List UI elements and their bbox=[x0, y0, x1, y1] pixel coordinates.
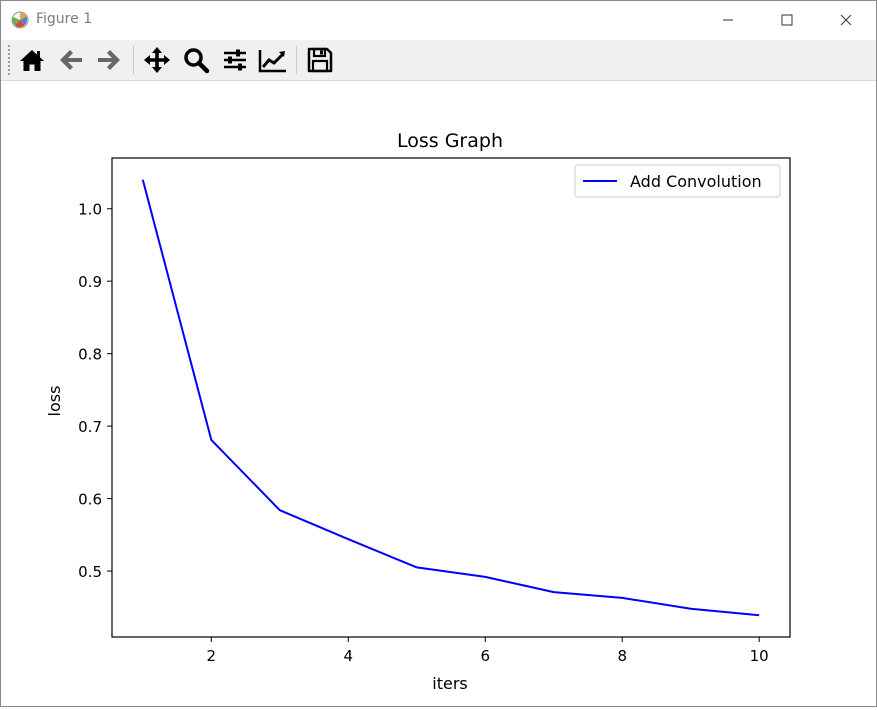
legend-frame bbox=[574, 164, 781, 198]
minimize-icon bbox=[723, 19, 733, 21]
axes bbox=[111, 157, 791, 638]
arrow-left-icon bbox=[60, 50, 82, 70]
matplotlib-logo-icon bbox=[11, 11, 29, 29]
legend-label: Add Convolution bbox=[630, 172, 762, 191]
y-axis-label: loss bbox=[45, 386, 64, 417]
y-tick-label: 0.7 bbox=[78, 418, 102, 436]
toolbar-separator bbox=[133, 46, 134, 74]
magnifier-icon bbox=[184, 48, 210, 74]
configure-subplots-button[interactable] bbox=[218, 43, 252, 77]
edit-axis-button[interactable] bbox=[256, 43, 290, 77]
title-bar: Figure 1 bbox=[1, 1, 876, 39]
sliders-icon bbox=[224, 49, 246, 71]
minimize-button[interactable] bbox=[699, 1, 757, 39]
window-title: Figure 1 bbox=[36, 11, 93, 27]
close-icon bbox=[840, 14, 852, 26]
axis-ticks: 2 4 6 8 10 0.5 0.6 0.7 0.8 0.9 1.0 bbox=[78, 201, 769, 665]
arrow-right-icon bbox=[98, 50, 120, 70]
navigation-toolbar bbox=[1, 40, 876, 81]
legend: Add Convolution bbox=[574, 164, 781, 198]
figure-canvas[interactable]: Loss Graph 2 4 6 8 10 0.5 0.6 0.7 0.8 0.9 1.0 iter… bbox=[1, 81, 876, 706]
x-tick-label: 10 bbox=[750, 647, 769, 665]
loss-chart: Loss Graph 2 4 6 8 10 0.5 0.6 0.7 0.8 0.9 1.0 iter… bbox=[45, 130, 791, 693]
y-tick-label: 0.5 bbox=[78, 563, 102, 581]
zoom-button[interactable] bbox=[179, 43, 213, 77]
x-axis-label: iters bbox=[432, 674, 467, 693]
x-tick-label: 2 bbox=[207, 647, 217, 665]
save-button[interactable] bbox=[303, 43, 337, 77]
move-icon bbox=[144, 47, 170, 73]
close-button[interactable] bbox=[817, 1, 875, 39]
line-chart-icon bbox=[258, 50, 286, 73]
y-tick-label: 0.9 bbox=[78, 273, 102, 291]
floppy-disk-icon bbox=[307, 47, 333, 73]
maximize-button[interactable] bbox=[758, 1, 816, 39]
y-tick-label: 1.0 bbox=[78, 201, 102, 219]
x-tick-label: 6 bbox=[480, 647, 490, 665]
y-tick-label: 0.8 bbox=[78, 346, 102, 364]
series-line-add-convolution bbox=[141, 179, 760, 617]
toolbar-separator bbox=[296, 46, 297, 74]
home-icon bbox=[20, 50, 44, 71]
home-button[interactable] bbox=[15, 43, 49, 77]
toolbar-grip bbox=[8, 45, 10, 75]
maximize-icon bbox=[781, 14, 793, 26]
pan-button[interactable] bbox=[140, 43, 174, 77]
back-button[interactable] bbox=[54, 43, 88, 77]
chart-title: Loss Graph bbox=[397, 130, 503, 152]
x-tick-label: 8 bbox=[617, 647, 627, 665]
y-tick-label: 0.6 bbox=[78, 491, 102, 509]
plot-frame bbox=[111, 157, 791, 638]
x-tick-label: 4 bbox=[343, 647, 353, 665]
forward-button[interactable] bbox=[92, 43, 126, 77]
